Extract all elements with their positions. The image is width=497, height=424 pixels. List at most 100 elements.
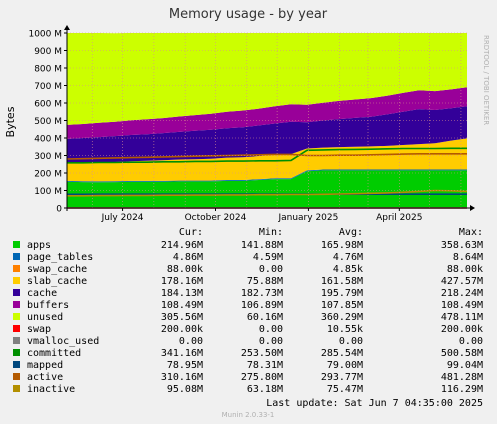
legend-value: 107.85M: [321, 300, 363, 311]
legend-value: 0.00: [259, 336, 283, 347]
legend-value: 253.50M: [241, 348, 283, 359]
legend-swatch: [13, 385, 20, 392]
line-active: [66, 153, 467, 160]
legend-value: 4.76M: [333, 252, 363, 263]
legend-value: 0.00: [459, 336, 483, 347]
legend-value: 500.58M: [441, 348, 483, 359]
y-tick-label: 400 M: [34, 135, 62, 145]
legend-value: 275.80M: [241, 372, 283, 383]
line-inactive: [67, 189, 468, 197]
legend-value: 165.98M: [321, 240, 363, 251]
legend-swatch: [13, 241, 20, 248]
legend-value: 78.95M: [167, 360, 203, 371]
legend-name: page_tables: [27, 252, 93, 263]
legend-swatch: [13, 253, 20, 260]
x-tick-label: April 2025: [376, 213, 422, 223]
x-axis-arrow: [470, 205, 475, 211]
legend-swatch: [13, 265, 20, 272]
legend-name: active: [27, 372, 63, 383]
legend-value: 161.58M: [321, 276, 363, 287]
legend-name: swap_cache: [27, 264, 87, 275]
area-unused: [67, 33, 467, 125]
legend-value: 60.16M: [247, 312, 283, 323]
legend-value: 358.63M: [441, 240, 483, 251]
y-tick-label: 900 M: [34, 47, 62, 57]
legend-header: Cur:: [179, 227, 203, 238]
legend-value: 293.77M: [321, 372, 363, 383]
legend-value: 99.04M: [447, 360, 483, 371]
legend-swatch: [13, 277, 20, 284]
legend-value: 305.56M: [161, 312, 203, 323]
legend-swatch: [13, 373, 20, 380]
legend-value: 141.88M: [241, 240, 283, 251]
legend-header: Min:: [259, 227, 283, 238]
y-tick-label: 800 M: [34, 65, 62, 75]
legend-value: 200.00k: [441, 324, 483, 335]
legend-swatch: [13, 349, 20, 356]
legend-value: 75.47M: [327, 384, 363, 395]
x-tick-label: October 2024: [185, 213, 247, 223]
legend-value: 4.86M: [173, 252, 203, 263]
legend-value: 218.24M: [441, 288, 483, 299]
legend-name: buffers: [27, 300, 69, 311]
legend-swatch: [13, 313, 20, 320]
legend-value: 184.13M: [161, 288, 203, 299]
legend-name: mapped: [27, 360, 63, 371]
y-tick-label: 1000 M: [28, 30, 62, 40]
area-buffers: [67, 87, 467, 139]
legend-value: 108.49M: [441, 300, 483, 311]
legend-value: 95.08M: [167, 384, 203, 395]
legend-header: Max:: [459, 227, 483, 238]
legend-value: 427.57M: [441, 276, 483, 287]
y-axis-ticks: 0 100 M 200 M 300 M 400 M 500 M 600 M 700 M 800 …: [28, 30, 67, 215]
chart-title: Memory usage - by year: [169, 7, 328, 22]
line-committed: [67, 147, 467, 164]
legend-name: slab_cache: [27, 276, 87, 287]
legend-value: 78.31M: [247, 360, 283, 371]
y-tick-label: 300 M: [34, 152, 62, 162]
legend-value: 75.88M: [247, 276, 283, 287]
legend-value: 88.00k: [447, 264, 483, 275]
legend-name: unused: [27, 312, 63, 323]
legend-value: 195.79M: [321, 288, 363, 299]
y-tick-label: 600 M: [34, 100, 62, 110]
legend-value: 4.85k: [333, 264, 363, 275]
legend-value: 88.00k: [167, 264, 203, 275]
x-tick-label: July 2024: [101, 213, 144, 223]
last-update: Last update: Sat Jun 7 04:35:00 2025: [266, 398, 483, 409]
legend-value: 0.00: [259, 264, 283, 275]
y-tick-label: 700 M: [34, 82, 62, 92]
legend-name: cache: [27, 288, 57, 299]
legend-value: 108.49M: [161, 300, 203, 311]
legend-value: 341.16M: [161, 348, 203, 359]
legend-value: 200.00k: [161, 324, 203, 335]
legend-value: 0.00: [179, 336, 203, 347]
legend-value: 360.29M: [321, 312, 363, 323]
legend-swatch: [13, 337, 20, 344]
legend-swatch: [13, 361, 20, 368]
legend-name: inactive: [27, 384, 75, 395]
y-axis-arrow: [64, 25, 70, 30]
legend-value: 8.64M: [453, 252, 483, 263]
legend-value: 10.55k: [327, 324, 363, 335]
x-tick-label: January 2025: [277, 213, 338, 223]
legend-value: 214.96M: [161, 240, 203, 251]
legend-name: apps: [27, 240, 51, 251]
rrdtool-side-label: RRDTOOL / TOBI OETIKER: [482, 35, 490, 125]
legend-value: 182.73M: [241, 288, 283, 299]
area-apps: [67, 170, 467, 208]
legend-name: swap: [27, 324, 51, 335]
legend-swatch: [13, 301, 20, 308]
legend-value: 285.54M: [321, 348, 363, 359]
y-axis-label: Bytes: [4, 106, 17, 137]
legend-value: 4.59M: [253, 252, 283, 263]
legend-value: 106.89M: [241, 300, 283, 311]
legend-table: Cur: Min: Avg: Max: apps 214.96M 141.88M 165.98…: [13, 227, 483, 395]
legend-header: Avg:: [339, 227, 363, 238]
legend-value: 310.16M: [161, 372, 203, 383]
legend-value: 178.16M: [161, 276, 203, 287]
y-tick-label: 200 M: [34, 170, 62, 180]
y-tick-label: 0: [56, 205, 62, 215]
